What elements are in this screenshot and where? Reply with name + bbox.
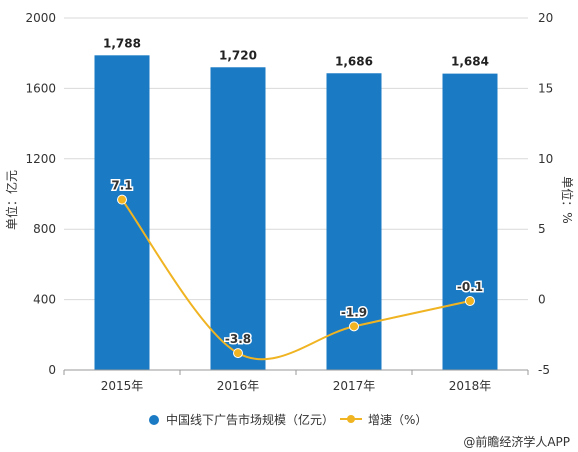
- legend-line-label: 增速（%）: [368, 413, 427, 427]
- line-point: [349, 321, 359, 332]
- x-axis-ticks: 2015年 2016年 2017年 2018年: [63, 370, 529, 393]
- x-tick-label: 2017年: [333, 379, 376, 393]
- right-axis-ticks: -5 0 5 10 15 20: [538, 11, 553, 377]
- left-tick-label: 1600: [25, 81, 56, 95]
- right-tick-label: 15: [538, 81, 553, 95]
- legend-bar-label: 中国线下广告市场规模（亿元）: [166, 412, 334, 427]
- legend-line-marker: [347, 415, 355, 423]
- left-tick-label: 400: [33, 293, 56, 307]
- bar-value-label: 1,684: [451, 55, 489, 69]
- line-point: [465, 296, 475, 307]
- left-tick-label: 1200: [25, 152, 56, 166]
- bar-value-label: 1,686: [335, 54, 373, 68]
- bar-series: [94, 55, 498, 370]
- bar: [210, 67, 266, 370]
- x-tick-label: 2016年: [217, 379, 260, 393]
- left-tick-label: 0: [48, 363, 56, 377]
- right-tick-label: 20: [538, 11, 553, 25]
- left-axis-ticks: 0 400 800 1200 1600 2000: [25, 11, 56, 377]
- line-point: [117, 194, 127, 205]
- line-value-label: -0.1: [457, 280, 483, 294]
- bar: [442, 73, 498, 370]
- legend-bar-marker: [149, 415, 159, 425]
- line-point: [233, 348, 243, 359]
- right-axis-title: 单位：%: [560, 176, 575, 223]
- legend: 中国线下广告市场规模（亿元） 增速（%）: [149, 412, 427, 427]
- line-series: [117, 194, 475, 361]
- data-labels: 1,788 1,720 1,686 1,684 7.1 -3.8 -1.9 -0.1: [103, 36, 489, 347]
- left-tick-label: 800: [33, 222, 56, 236]
- right-tick-label: -5: [538, 363, 550, 377]
- right-tick-label: 0: [538, 293, 546, 307]
- x-tick-label: 2015年: [101, 379, 144, 393]
- left-tick-label: 2000: [25, 11, 56, 25]
- left-axis-title: 单位：亿元: [4, 170, 19, 230]
- x-tick-label: 2018年: [449, 379, 492, 393]
- right-tick-label: 10: [538, 152, 553, 166]
- line-value-label: 7.1: [111, 179, 132, 193]
- growth-line: [121, 199, 471, 361]
- bar: [326, 73, 382, 370]
- bar-value-label: 1,788: [103, 36, 141, 50]
- bar-value-label: 1,720: [219, 48, 257, 62]
- line-value-label: -1.9: [341, 305, 367, 319]
- line-value-label: -3.8: [225, 332, 251, 346]
- source-credit: @前瞻经济学人APP: [463, 434, 570, 449]
- right-tick-label: 5: [538, 222, 546, 236]
- bar: [94, 55, 150, 370]
